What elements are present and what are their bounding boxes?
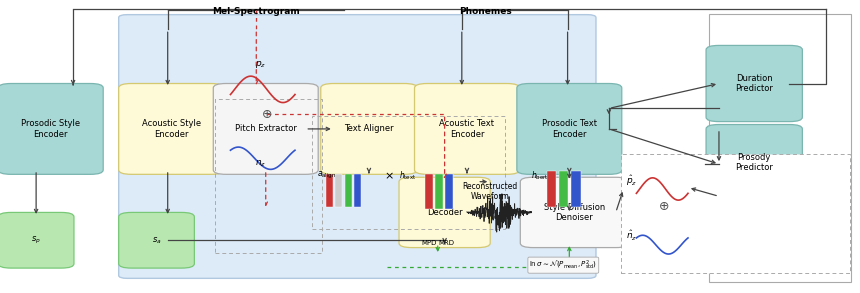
Bar [335, 174, 342, 207]
Text: $h_{\rm bert}$: $h_{\rm bert}$ [531, 170, 550, 182]
Text: $s_p$: $s_p$ [31, 235, 41, 246]
Text: $\times$: $\times$ [384, 171, 394, 181]
FancyBboxPatch shape [517, 84, 622, 174]
Text: Style Diffusion
Denoiser: Style Diffusion Denoiser [544, 203, 605, 222]
FancyBboxPatch shape [621, 154, 850, 273]
Text: Reconstructed
Waveform: Reconstructed Waveform [463, 182, 518, 201]
Bar [354, 174, 361, 207]
FancyBboxPatch shape [0, 212, 74, 268]
Text: Text Aligner: Text Aligner [344, 125, 394, 133]
Text: Phonemes: Phonemes [459, 7, 513, 16]
Text: $\hat{p}_z$: $\hat{p}_z$ [626, 173, 637, 188]
Text: MRD: MRD [439, 240, 454, 246]
FancyBboxPatch shape [321, 84, 417, 174]
Text: $n_z$: $n_z$ [255, 159, 266, 169]
Text: Acoustic Style
Encoder: Acoustic Style Encoder [142, 119, 200, 139]
Bar [326, 174, 333, 207]
FancyBboxPatch shape [706, 45, 802, 122]
Text: MPD: MPD [421, 240, 437, 246]
Text: $\oplus$: $\oplus$ [261, 108, 273, 121]
Text: $a_{\rm align}$: $a_{\rm align}$ [317, 170, 336, 181]
Text: Pitch Extractor: Pitch Extractor [235, 125, 297, 133]
Text: $p_z$: $p_z$ [255, 59, 266, 70]
Text: Prosodic Text
Encoder: Prosodic Text Encoder [542, 119, 597, 139]
Text: $\hat{n}_z$: $\hat{n}_z$ [626, 229, 637, 243]
FancyBboxPatch shape [119, 84, 224, 174]
Text: Prosodic Style
Encoder: Prosodic Style Encoder [22, 119, 80, 139]
Text: Prosody
Predictor: Prosody Predictor [735, 153, 773, 172]
FancyBboxPatch shape [520, 177, 629, 248]
FancyBboxPatch shape [119, 212, 194, 268]
FancyBboxPatch shape [399, 177, 490, 248]
Text: Mel-Spectrogram: Mel-Spectrogram [212, 7, 300, 16]
Text: $\oplus$: $\oplus$ [658, 200, 670, 213]
Text: Duration
Predictor: Duration Predictor [735, 74, 773, 93]
Bar [435, 174, 443, 209]
Bar [559, 171, 568, 207]
Text: $h_{\rm text}$: $h_{\rm text}$ [399, 170, 416, 182]
FancyBboxPatch shape [706, 125, 802, 201]
FancyBboxPatch shape [415, 84, 519, 174]
FancyBboxPatch shape [213, 84, 318, 174]
Bar [345, 174, 352, 207]
Bar [571, 171, 581, 207]
Text: Decoder: Decoder [427, 208, 463, 217]
Text: $s_a$: $s_a$ [151, 235, 162, 246]
Bar [445, 174, 453, 209]
FancyBboxPatch shape [0, 84, 103, 174]
Bar [547, 171, 556, 207]
FancyBboxPatch shape [709, 14, 851, 282]
FancyBboxPatch shape [119, 15, 596, 278]
Text: Acoustic Text
Encoder: Acoustic Text Encoder [439, 119, 494, 139]
Text: $\ln\sigma\sim\mathcal{N}(P_{\rm mean},P_{\rm std}^2)$: $\ln\sigma\sim\mathcal{N}(P_{\rm mean},P… [529, 258, 598, 272]
Bar [425, 174, 433, 209]
